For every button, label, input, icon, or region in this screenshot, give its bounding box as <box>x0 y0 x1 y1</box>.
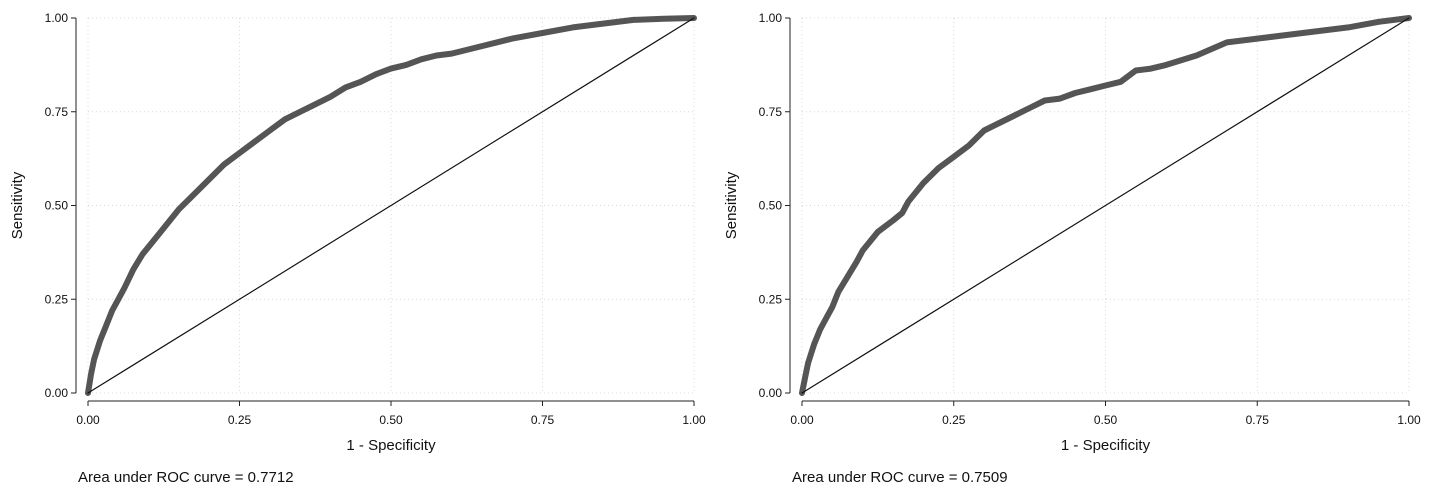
y-tick-label: 0.50 <box>759 199 783 213</box>
auc-note: Area under ROC curve = 0.7712 <box>78 469 294 486</box>
x-axis-title: 1 - Specificity <box>1061 437 1151 454</box>
x-tick-label: 1.00 <box>1397 413 1421 427</box>
y-axis-title: Sensitivity <box>723 171 740 239</box>
chart-panel-1: 0.00 0.25 0.50 0.75 1.00 0.00 0.25 0.50 0.75 1.00… <box>9 11 706 486</box>
y-tick-label: 1.00 <box>45 11 69 25</box>
y-tick-label: 0.25 <box>45 292 69 306</box>
x-tick-label: 0.25 <box>228 413 252 427</box>
y-tick-label: 0.75 <box>759 105 783 119</box>
x-tick-label: 0.75 <box>531 413 555 427</box>
chart-panel-2: 0.00 0.25 0.50 0.75 1.00 0.00 0.25 0.50 0.75 1.00… <box>723 11 1421 486</box>
auc-note: Area under ROC curve = 0.7509 <box>792 469 1008 486</box>
y-tick-label: 0.75 <box>45 105 69 119</box>
y-axis-title: Sensitivity <box>9 171 26 239</box>
y-tick-label: 1.00 <box>759 11 783 25</box>
y-tick-label: 0.50 <box>45 199 69 213</box>
roc-curve <box>85 15 697 396</box>
x-axis-title: 1 - Specificity <box>346 437 436 454</box>
y-tick-label: 0.25 <box>759 292 783 306</box>
x-tick-label: 0.50 <box>379 413 403 427</box>
x-tick-label: 0.00 <box>790 413 814 427</box>
x-tick-label: 0.25 <box>942 413 966 427</box>
x-tick-label: 0.00 <box>76 413 100 427</box>
x-tick-label: 1.00 <box>682 413 706 427</box>
x-tick-label: 0.50 <box>1094 413 1118 427</box>
y-tick-label: 0.00 <box>759 386 783 400</box>
reference-line <box>87 17 695 394</box>
roc-curve <box>799 15 1412 396</box>
y-tick-label: 0.00 <box>45 386 69 400</box>
reference-line <box>801 17 1410 394</box>
x-tick-label: 0.75 <box>1246 413 1270 427</box>
